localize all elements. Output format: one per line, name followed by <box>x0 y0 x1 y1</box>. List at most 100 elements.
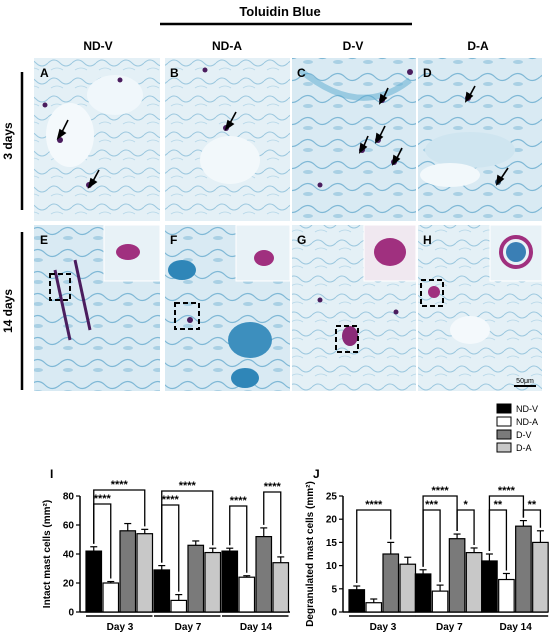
micrograph-panel-f <box>165 224 291 391</box>
significance-bracket <box>263 491 282 554</box>
panel-label-d: D <box>423 66 432 80</box>
significance-label: ** <box>494 499 503 511</box>
column-header-nd-v: ND-V <box>83 39 112 53</box>
significance-bracket <box>488 509 508 571</box>
panel-label-c: C <box>297 66 306 80</box>
bar <box>414 573 432 613</box>
y-tick-label: 0 <box>68 608 74 619</box>
bar <box>431 590 449 613</box>
x-category-label: Day 7 <box>436 622 463 633</box>
stain-title: Toluidin Blue <box>239 4 320 19</box>
bar <box>448 538 466 613</box>
legend-swatch-nd-v <box>496 403 512 414</box>
micrograph-panel-d <box>418 58 542 221</box>
chart-degranulated-mast-cells: 0 5 10 15 20 25 Degranulated mast cells (mm²) D… <box>305 481 549 633</box>
significance-label: * <box>463 499 468 511</box>
y-tick-label: 60 <box>63 521 75 532</box>
arrow-icons-row1 <box>56 85 509 189</box>
bar <box>365 602 383 613</box>
significance-label: **** <box>498 485 516 497</box>
significance-bracket <box>522 509 542 528</box>
panel-label-b: B <box>170 66 179 80</box>
chart-intact-mast-cells: 0 20 40 60 80 Intact mast cells (mm²) Day 3 Day… <box>42 479 290 633</box>
significance-label: **** <box>162 494 180 506</box>
x-category-label: Day 14 <box>240 622 273 633</box>
bar <box>85 550 103 613</box>
bar <box>498 578 515 613</box>
bar <box>481 560 498 613</box>
x-category-label: Day 14 <box>500 622 533 633</box>
y-tick-label: 80 <box>63 492 75 503</box>
bar <box>272 562 290 613</box>
legend-label-d-v: D-V <box>516 430 532 440</box>
significance-label: **** <box>365 499 383 511</box>
bar <box>153 569 171 613</box>
significance-label: *** <box>425 499 439 511</box>
legend-label-d-a: D-A <box>516 443 532 453</box>
column-header-d-v: D-V <box>343 39 364 53</box>
bar <box>238 576 256 613</box>
bar <box>170 599 188 613</box>
y-tick-label: 20 <box>63 579 75 590</box>
significance-bracket <box>356 509 392 584</box>
bar <box>515 525 532 613</box>
bar <box>136 533 154 613</box>
significance-bracket <box>422 509 441 583</box>
bar <box>102 582 120 613</box>
y-tick-label: 5 <box>331 584 337 595</box>
micrograph-panel-a <box>34 58 160 221</box>
legend-swatch-d-a <box>496 442 512 453</box>
x-category-label: Day 3 <box>107 622 134 633</box>
row-label-14-days: 14 days <box>1 289 15 333</box>
bar <box>204 551 222 613</box>
y-tick-label: 0 <box>331 608 337 619</box>
scale-bar-label: 50μm <box>516 378 534 385</box>
micrograph-panel-g <box>292 224 417 391</box>
micrograph-panel-c <box>292 58 416 221</box>
y-tick-label: 10 <box>326 561 338 572</box>
chart-panel-label-i: I <box>50 467 53 481</box>
y-axis-label: Degranulated mast cells (mm²) <box>305 481 316 627</box>
x-category-label: Day 3 <box>370 622 397 633</box>
significance-label: **** <box>179 480 197 492</box>
panel-label-a: A <box>40 66 49 80</box>
micrograph-panel-b <box>165 58 290 221</box>
micrograph-panel-e <box>34 224 161 391</box>
significance-bracket <box>229 505 248 573</box>
bar <box>465 552 483 613</box>
significance-bracket <box>161 504 180 592</box>
panel-label-f: F <box>170 233 177 247</box>
bar <box>119 530 137 613</box>
bar <box>348 589 366 613</box>
y-tick-label: 25 <box>326 492 338 503</box>
legend: ND-V ND-A D-V D-A <box>496 403 538 453</box>
significance-label: ** <box>528 499 537 511</box>
bar <box>255 535 273 613</box>
bar <box>187 544 205 613</box>
significance-label: **** <box>432 485 450 497</box>
bar <box>382 553 400 613</box>
row-label-3-days: 3 days <box>1 122 15 160</box>
y-tick-label: 20 <box>326 515 338 526</box>
legend-label-nd-a: ND-A <box>516 417 538 427</box>
significance-label: **** <box>111 479 129 491</box>
significance-bracket <box>456 509 475 545</box>
legend-swatch-d-v <box>496 429 512 440</box>
dashed-box-icons <box>49 273 444 353</box>
panel-label-h: H <box>423 233 432 247</box>
bar <box>221 550 239 613</box>
panel-label-e: E <box>40 233 48 247</box>
significance-label: **** <box>264 481 282 493</box>
panel-label-g: G <box>297 233 306 247</box>
legend-label-nd-v: ND-V <box>516 404 538 414</box>
bar <box>399 563 417 613</box>
significance-label: **** <box>230 495 248 507</box>
bar <box>532 541 549 613</box>
significance-label: **** <box>94 493 112 505</box>
chart-panel-label-j: J <box>313 467 320 481</box>
significance-bracket <box>93 503 112 579</box>
column-header-nd-a: ND-A <box>212 39 242 53</box>
micrograph-panel-h <box>418 224 543 391</box>
legend-swatch-nd-a <box>496 416 512 427</box>
